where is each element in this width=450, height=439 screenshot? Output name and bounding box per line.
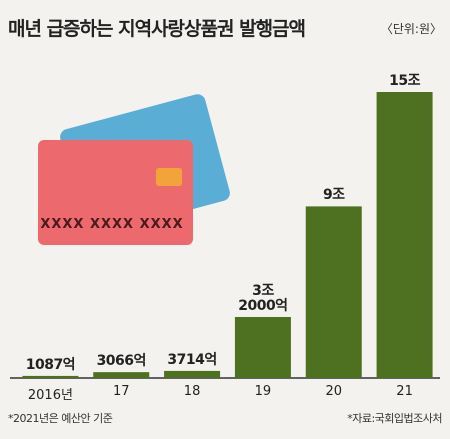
bar	[22, 375, 79, 378]
bar	[164, 370, 221, 378]
x-tick-label: 18	[183, 384, 201, 399]
x-tick-label: 17	[112, 384, 130, 399]
bar	[93, 372, 150, 378]
unit-label: 〈단위:원〉	[380, 22, 442, 36]
source: *자료:국회입법조사처	[347, 412, 442, 425]
card-number: XXXX XXXX XXXX	[40, 217, 183, 232]
footnote: *2021년은 예산안 기준	[8, 412, 113, 425]
value-label: 3066억	[96, 353, 147, 370]
card-chip	[156, 168, 182, 186]
bar	[376, 92, 433, 378]
value-label: 9조	[322, 187, 345, 204]
x-tick-label: 20	[325, 384, 343, 399]
chart-title: 매년 급증하는 지역사랑상품권 발행금액	[8, 18, 306, 40]
x-tick-label: 19	[254, 384, 272, 399]
bar	[234, 316, 291, 378]
value-label: 15조	[389, 73, 421, 89]
card-front	[38, 140, 193, 245]
value-label: 3714억	[167, 351, 217, 368]
bar	[305, 206, 362, 378]
x-tick-label: 2016년	[27, 388, 73, 403]
value-label: 1087억	[25, 356, 76, 373]
value-label: 3조 2000억	[238, 282, 288, 314]
card-illustration: XXXX XXXX XXXX	[38, 94, 230, 245]
x-tick-label: 21	[396, 384, 413, 399]
